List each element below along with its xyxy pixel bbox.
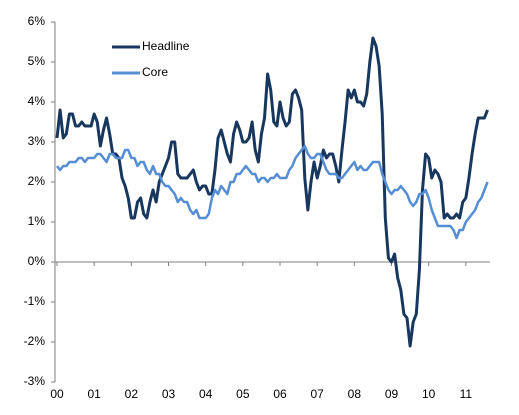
y-tick-label: 2%	[28, 174, 46, 188]
x-tick-label: 02	[125, 387, 139, 401]
y-tick-label: -2%	[24, 334, 46, 348]
y-tick-label: 6%	[28, 14, 46, 28]
legend-label: Headline	[142, 39, 190, 53]
x-tick-label: 11	[460, 387, 473, 401]
x-tick-label: 00	[50, 387, 64, 401]
x-tick-label: 03	[162, 387, 176, 401]
x-tick-label: 07	[310, 387, 324, 401]
x-tick-label: 04	[199, 387, 213, 401]
legend-label: Core	[142, 65, 168, 79]
x-tick-label: 09	[385, 387, 399, 401]
x-tick-label: 06	[273, 387, 287, 401]
y-tick-label: 5%	[28, 54, 46, 68]
x-tick-label: 10	[422, 387, 436, 401]
y-tick-label: 3%	[28, 134, 46, 148]
y-tick-label: -3%	[24, 374, 46, 388]
series-line	[56, 144, 489, 240]
series-line	[55, 36, 489, 348]
y-tick-label: -1%	[24, 294, 46, 308]
y-tick-label: 0%	[28, 254, 46, 268]
x-tick-label: 05	[236, 387, 250, 401]
x-tick-label: 01	[87, 387, 101, 401]
y-tick-label: 4%	[28, 94, 46, 108]
y-tick-label: 1%	[28, 214, 46, 228]
x-tick-label: 08	[348, 387, 362, 401]
